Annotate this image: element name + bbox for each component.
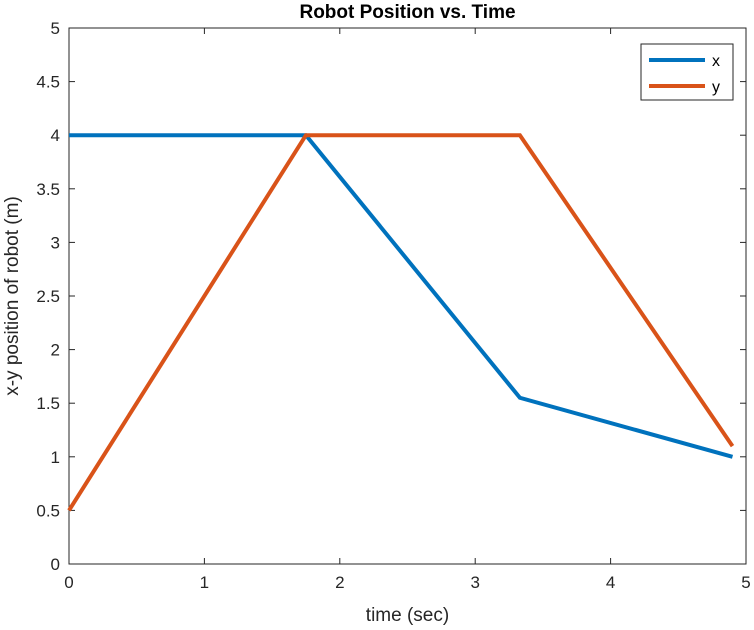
y-tick-label: 1: [51, 448, 60, 467]
legend: x y: [640, 43, 734, 101]
y-tick-label: 0: [51, 555, 60, 574]
x-axis: 0 1 2 3 4 5: [64, 28, 751, 592]
x-tick-label: 5: [741, 573, 750, 592]
legend-box: [640, 43, 734, 101]
y-tick-label: 4.5: [36, 73, 60, 92]
y-tick-label: 2: [51, 341, 60, 360]
y-axis: 0 0.5 1 1.5 2 2.5 3 3.5 4 4.5 5: [36, 19, 746, 574]
y-axis-label: x-y position of robot (m): [2, 196, 23, 396]
series-line-y: [67, 133, 735, 512]
x-tick-label: 3: [470, 573, 479, 592]
y-tick-label: 0.5: [36, 501, 60, 520]
y-tick-label: 1.5: [36, 394, 60, 413]
y-tick-label: 5: [51, 19, 60, 38]
x-axis-label: time (sec): [366, 605, 449, 626]
x-tick-label: 2: [335, 573, 344, 592]
y-tick-label: 4: [51, 126, 60, 145]
y-tick-label: 3.5: [36, 180, 60, 199]
x-tick-label: 1: [200, 573, 209, 592]
series-layer: [67, 133, 735, 512]
x-tick-label: 0: [64, 573, 73, 592]
plot-area: [68, 27, 747, 565]
legend-label-y: y: [712, 79, 720, 96]
series-line-x: [69, 133, 734, 459]
chart-title: Robot Position vs. Time: [299, 2, 515, 23]
y-tick-label: 3: [51, 233, 60, 252]
legend-label-x: x: [712, 53, 720, 70]
x-tick-label: 4: [606, 573, 615, 592]
y-tick-label: 2.5: [36, 287, 60, 306]
